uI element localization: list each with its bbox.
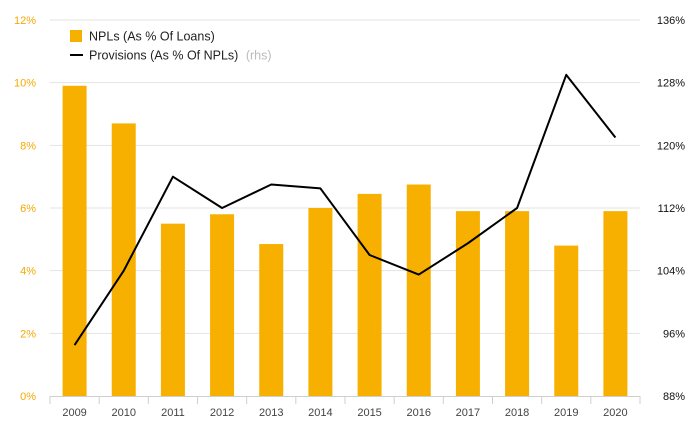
legend-label-provisions-group: Provisions (As % Of NPLs) (rhs) bbox=[89, 49, 272, 63]
axes: 0% 2% 4% 6% 8% 10% 12% 88% 96% 104% 112% 120% 128% 13… bbox=[14, 15, 685, 419]
legend: NPLs (As % Of Loans) Provisions (As % Of… bbox=[70, 30, 272, 63]
bar-2020 bbox=[603, 211, 628, 396]
bar-2019 bbox=[554, 245, 579, 396]
x-tick-label: 2018 bbox=[505, 407, 529, 419]
bar-2016 bbox=[406, 184, 431, 396]
bar-2018 bbox=[505, 211, 530, 396]
y-left-tick-label: 0% bbox=[20, 391, 36, 403]
y-right-tick-label: 120% bbox=[657, 140, 685, 152]
x-tick-label: 2015 bbox=[357, 407, 381, 419]
legend-label-npls: NPLs (As % Of Loans) bbox=[89, 30, 215, 44]
y-right-tick-label: 112% bbox=[658, 203, 686, 215]
bar-2012 bbox=[210, 214, 235, 396]
y-right-tick-label: 104% bbox=[657, 266, 685, 278]
y-right-tick-label: 88% bbox=[663, 391, 685, 403]
legend-label-provisions: Provisions (As % Of NPLs) bbox=[89, 49, 238, 63]
bar-2013 bbox=[259, 244, 284, 396]
legend-note-rhs: (rhs) bbox=[246, 49, 272, 63]
y-left-tick-label: 10% bbox=[14, 78, 36, 90]
y-left-tick-label: 12% bbox=[14, 15, 36, 27]
bar-2011 bbox=[160, 223, 185, 396]
legend-swatch-npls bbox=[70, 30, 82, 42]
y-left-tick-label: 2% bbox=[20, 328, 36, 340]
x-tick-label: 2013 bbox=[259, 407, 283, 419]
x-tick-label: 2009 bbox=[62, 407, 86, 419]
y-right-tick-label: 136% bbox=[657, 15, 685, 27]
y-left-tick-label: 4% bbox=[20, 266, 36, 278]
y-left-tick-label: 8% bbox=[20, 140, 36, 152]
line-series bbox=[73, 73, 617, 346]
x-tick-label: 2016 bbox=[407, 407, 431, 419]
y-left-tick-label: 6% bbox=[20, 203, 36, 215]
bar-2015 bbox=[357, 193, 382, 396]
bar-series bbox=[62, 85, 628, 397]
bar-2014 bbox=[308, 208, 333, 396]
x-tick-label: 2017 bbox=[456, 407, 480, 419]
x-tick-label: 2012 bbox=[210, 407, 234, 419]
x-tick-label: 2014 bbox=[308, 407, 332, 419]
bar-2010 bbox=[111, 123, 136, 397]
x-tick-label: 2020 bbox=[603, 407, 627, 419]
gridlines bbox=[50, 19, 640, 334]
y-right-tick-label: 128% bbox=[657, 78, 685, 90]
bar-2017 bbox=[455, 211, 480, 396]
x-tick-label: 2011 bbox=[161, 407, 185, 419]
bar-2009 bbox=[62, 85, 87, 397]
x-tick-label: 2019 bbox=[554, 407, 578, 419]
y-right-tick-label: 96% bbox=[663, 328, 685, 340]
x-tick-label: 2010 bbox=[112, 407, 136, 419]
provisions-line bbox=[73, 73, 617, 346]
